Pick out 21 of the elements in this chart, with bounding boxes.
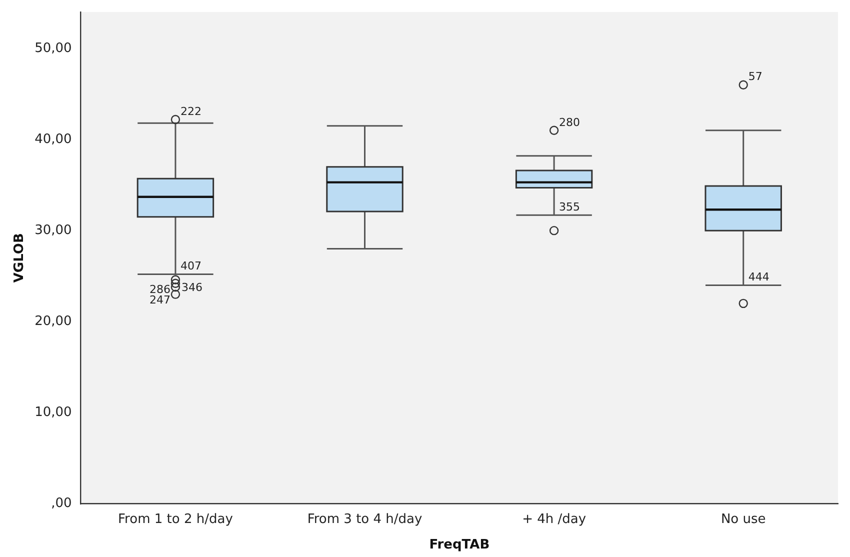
annotation: 280 <box>559 116 580 129</box>
y-tick-label: 20,00 <box>34 314 72 330</box>
annotation: 247 <box>149 294 170 307</box>
annotation: 286 <box>149 282 170 296</box>
annotation: 346 <box>181 280 202 294</box>
y-tick-label: 10,00 <box>34 405 72 420</box>
annotation: 57 <box>748 70 762 84</box>
annotation: 444 <box>748 270 770 284</box>
y-tick-label: 40,00 <box>34 132 72 147</box>
annotation: 407 <box>180 260 202 273</box>
x-tick-label: + 4h /day <box>522 512 586 527</box>
x-tick-label: From 3 to 4 h/day <box>307 512 422 527</box>
y-tick-label: 30,00 <box>34 222 72 238</box>
annotation: 222 <box>180 104 202 118</box>
x-axis-title: FreqTAB <box>429 538 490 553</box>
y-tick-label: ,00 <box>51 496 72 512</box>
annotation: 355 <box>559 200 580 214</box>
x-tick-label: From 1 to 2 h/day <box>118 512 234 527</box>
y-axis-title: VGLOB <box>12 233 28 283</box>
x-tick-label: No use <box>720 512 766 527</box>
y-tick-label: 50,00 <box>34 40 72 56</box>
